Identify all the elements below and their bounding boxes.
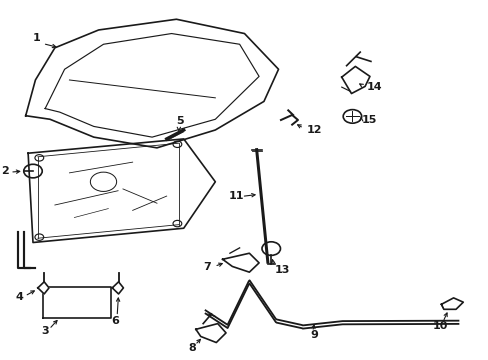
Text: 14: 14 [366, 82, 382, 92]
Text: 7: 7 [203, 262, 210, 272]
Text: 12: 12 [306, 125, 322, 135]
Polygon shape [38, 282, 49, 294]
Text: 3: 3 [41, 326, 49, 336]
Text: 15: 15 [361, 115, 376, 125]
Text: 4: 4 [15, 292, 23, 302]
Text: 11: 11 [228, 190, 244, 201]
Text: 13: 13 [274, 265, 289, 275]
Text: 1: 1 [33, 33, 41, 44]
Text: 8: 8 [188, 343, 196, 353]
Text: 10: 10 [432, 321, 447, 331]
Text: 2: 2 [1, 166, 9, 176]
Text: 5: 5 [176, 116, 183, 126]
Text: 6: 6 [111, 316, 119, 325]
Text: 9: 9 [309, 330, 317, 340]
Polygon shape [112, 282, 123, 294]
